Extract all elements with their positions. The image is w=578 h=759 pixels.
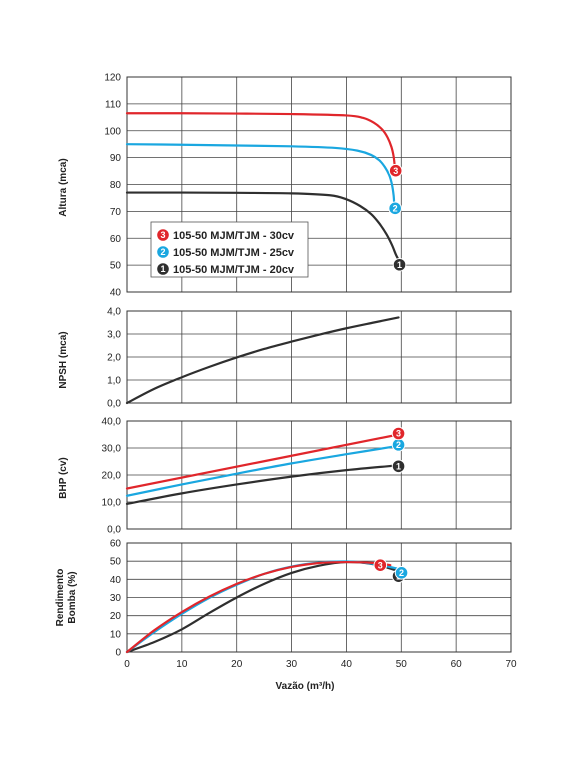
bhp-series-badge-3: 3 [391,426,406,441]
y-tick-label: 60 [110,234,122,245]
x-tick-label: 40 [341,659,353,670]
svg-text:3: 3 [396,429,401,439]
y-tick-label: 100 [104,126,121,137]
y-axis-title: NPSH (mca) [58,331,69,388]
svg-text:3: 3 [393,166,398,176]
y-tick-label: 10 [110,629,122,640]
y-tick-label: 20 [110,611,122,622]
efficiency-series-badge-3: 3 [373,558,388,572]
bhp-series-line-1 [125,464,400,505]
head-series-badge-1: 1 [392,257,407,272]
bhp-panel: 0,0 10,0 20,0 30,0 40,0 BHP (cv) 1 23 [58,417,512,536]
y-axis-title: BHP (cv) [58,457,69,499]
y-tick-label: 10,0 [102,498,122,509]
y-tick-label: 3,0 [107,330,121,341]
y-tick-label: 70 [110,207,122,218]
head-series-badge-3: 3 [388,163,403,178]
svg-text:1: 1 [160,264,165,274]
svg-text:2: 2 [393,204,398,214]
y-tick-label: 0,0 [107,399,121,410]
x-tick-label: 60 [451,659,463,670]
y-tick-label: 40 [110,288,122,299]
y-tick-label: 50 [110,261,122,272]
y-tick-label: 20,0 [102,471,122,482]
legend-badge-3: 3 [156,228,170,242]
y-tick-label: 0,0 [107,525,121,536]
bhp-series-line-3 [125,433,400,490]
bhp-series-badge-2: 2 [391,438,406,452]
svg-text:3: 3 [378,560,383,570]
y-tick-label: 2,0 [107,353,121,364]
legend-label-3: 105-50 MJM/TJM - 30cv [173,230,295,242]
y-tick-label: 40,0 [102,417,122,428]
bhp-series-line-2 [125,444,400,497]
svg-text:1: 1 [396,461,401,471]
head-series-line-1 [125,191,400,261]
head-series-badge-2: 2 [388,201,402,216]
npsh-series-line-1 [125,316,400,405]
plot-frame [126,310,512,404]
legend-label-2: 105-50 MJM/TJM - 25cv [173,247,295,259]
y-tick-label: 30 [110,593,122,604]
svg-text:2: 2 [396,440,401,450]
head-series-line-3 [125,112,396,167]
y-axis-title: Altura (mca) [58,158,69,216]
legend-label-1: 105-50 MJM/TJM - 20cv [173,264,295,276]
svg-text:2: 2 [399,568,404,578]
y-tick-label: 60 [110,539,122,550]
y-tick-label: 50 [110,557,122,568]
efficiency-series-line-3 [125,560,392,654]
head-series-line-2 [125,143,396,205]
legend-badge-2: 2 [156,245,170,259]
y-tick-label: 30,0 [102,444,122,455]
x-axis-title: Vazão (m³/h) [276,681,335,692]
bhp-series-badge-1: 1 [391,459,406,474]
legend-badge-1: 1 [156,262,170,276]
y-tick-label: 40 [110,575,122,586]
svg-text:3: 3 [160,230,165,240]
y-tick-label: 80 [110,180,122,191]
y-tick-label: 4,0 [107,307,121,318]
efficiency-panel: 0 10 20 30 40 50 60 RendimentoBomba (%) 0 10 20 30 4… [55,539,517,693]
y-tick-label: 1,0 [107,376,121,387]
plot-frame [126,76,512,293]
x-tick-label: 70 [505,659,517,670]
x-tick-label: 30 [286,659,298,670]
x-tick-label: 50 [396,659,408,670]
svg-text:1: 1 [397,260,402,270]
x-tick-label: 10 [176,659,188,670]
plot-frame [126,420,512,530]
y-tick-label: 110 [105,99,121,110]
y-tick-label: 90 [110,153,122,164]
svg-text:2: 2 [160,247,165,257]
plot-frame [126,542,512,653]
x-tick-label: 20 [231,659,243,670]
y-tick-label: 120 [104,73,121,84]
y-tick-label: 0 [115,648,121,659]
npsh-panel: 0,0 1,0 2,0 3,0 4,0 NPSH (mca) [58,307,512,410]
head-panel: 40 50 60 70 80 90 100 110 120 Altura (mca) 1 2 3 3 105… [58,73,512,299]
legend: 3 105-50 MJM/TJM - 30cv 2 105-50 MJM/TJM - … [150,221,309,278]
x-tick-label: 0 [124,659,130,670]
y-axis-title: RendimentoBomba (%) [55,569,78,627]
efficiency-series-line-1 [125,560,400,654]
efficiency-series-badge-2: 2 [394,565,409,580]
